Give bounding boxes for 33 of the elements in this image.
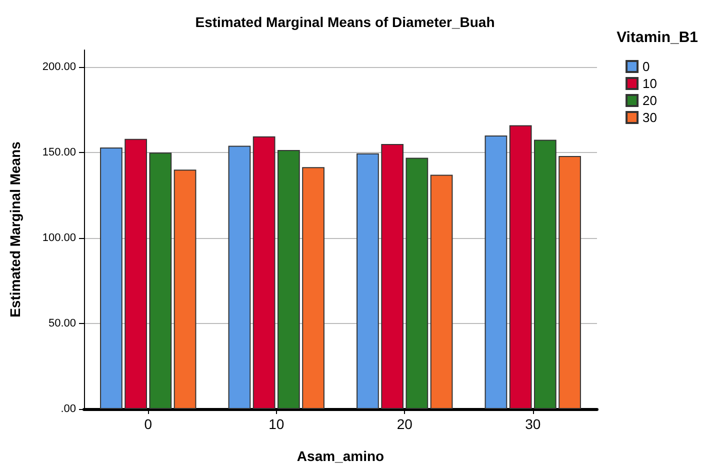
x-tick-label: 10 xyxy=(268,416,284,432)
bar xyxy=(484,135,508,409)
y-axis-title: Estimated Marginal Means xyxy=(7,141,23,318)
x-tick-label: 20 xyxy=(396,416,413,432)
y-tick-label: 50.00 xyxy=(48,318,76,330)
x-tick-label: 30 xyxy=(525,416,541,432)
bar xyxy=(509,125,532,409)
bar xyxy=(277,150,300,409)
x-axis-title: Asam_amino xyxy=(296,448,384,464)
bar xyxy=(149,152,172,409)
bar xyxy=(381,144,404,409)
legend-label: 30 xyxy=(642,110,658,125)
legend-label: 0 xyxy=(642,59,650,74)
bar xyxy=(356,153,379,409)
bar xyxy=(534,140,556,409)
bar xyxy=(252,136,276,409)
y-tick-label: 100.00 xyxy=(42,232,76,244)
bar xyxy=(302,167,324,409)
x-tick-label: 0 xyxy=(144,416,152,432)
bar xyxy=(124,138,148,409)
bar xyxy=(558,156,581,409)
bar xyxy=(228,146,251,409)
chart-title: Estimated Marginal Means of Diameter_Buah xyxy=(195,14,495,30)
y-tick-label: .00 xyxy=(60,403,76,415)
bar xyxy=(174,170,196,409)
bar xyxy=(406,158,428,409)
legend-label: 20 xyxy=(642,93,658,108)
legend-label: 10 xyxy=(642,76,658,91)
bar xyxy=(100,147,122,409)
bar xyxy=(430,174,453,409)
y-tick-label: 200.00 xyxy=(42,61,76,74)
legend-title: Vitamin_B1 xyxy=(616,29,698,46)
y-tick-label: 150.00 xyxy=(42,146,76,159)
